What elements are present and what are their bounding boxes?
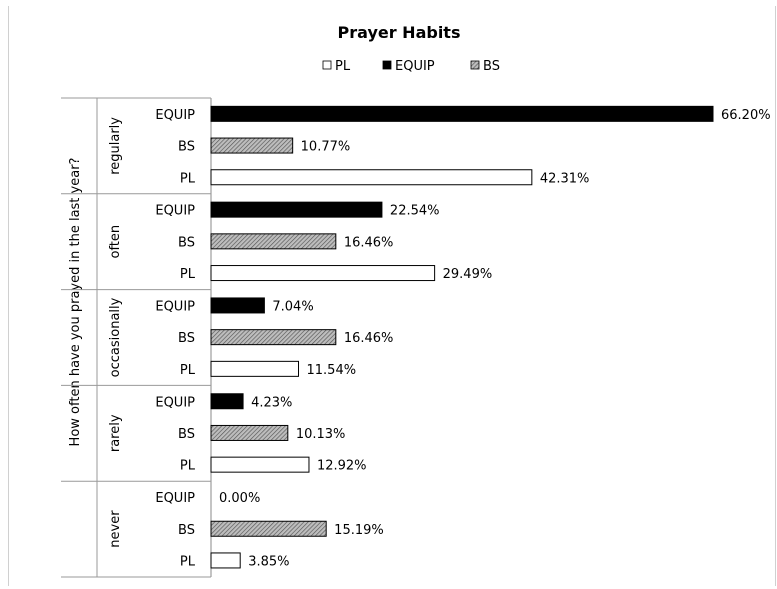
data-label-never-bs: 15.19% — [334, 523, 384, 538]
group-label-occasionally: occasionally — [108, 297, 123, 377]
data-label-occasionally-bs: 16.46% — [344, 331, 394, 346]
legend-label-bs: BS — [483, 59, 500, 74]
data-label-rarely-pl: 12.92% — [317, 459, 367, 474]
data-label-never-equip: 0.00% — [219, 491, 260, 506]
data-label-never-pl: 3.85% — [248, 554, 289, 569]
row-label-pl: PL — [180, 267, 196, 282]
data-label-regularly-bs: 10.77% — [301, 140, 351, 155]
bar-often-bs — [210, 233, 337, 250]
bar-rarely-bs — [210, 424, 289, 441]
row-label-bs: BS — [178, 140, 195, 155]
row-label-pl: PL — [180, 459, 196, 474]
chart-frame: Prayer Habits PL EQUIP BS How often have y… — [8, 6, 776, 586]
row-label-equip: EQUIP — [155, 395, 195, 410]
row-label-bs: BS — [178, 523, 195, 538]
legend-swatch-bs — [470, 60, 480, 70]
bar-regularly-equip — [210, 105, 714, 122]
data-label-rarely-bs: 10.13% — [296, 427, 346, 442]
group-label-rarely: rarely — [108, 414, 123, 452]
plot-area: regularly EQUIP 66.20% BS 10.77% PL 42.31% ofte… — [61, 97, 771, 578]
bar-occasionally-pl — [210, 360, 300, 377]
bar-often-pl — [210, 265, 436, 282]
group-label-often: often — [108, 225, 123, 259]
bar-rarely-equip — [210, 393, 244, 410]
row-label-equip: EQUIP — [155, 299, 195, 314]
bar-occasionally-bs — [210, 329, 337, 346]
y-axis-title: How often have you prayed in the last ye… — [68, 158, 83, 447]
row-label-equip: EQUIP — [155, 204, 195, 219]
data-label-occasionally-equip: 7.04% — [272, 299, 313, 314]
chart-title: Prayer Habits — [338, 23, 461, 42]
legend-label-pl: PL — [335, 59, 351, 74]
data-label-regularly-pl: 42.31% — [540, 171, 590, 186]
data-label-rarely-equip: 4.23% — [251, 395, 292, 410]
row-label-bs: BS — [178, 427, 195, 442]
bar-occasionally-equip — [210, 297, 265, 314]
bar-never-bs — [210, 520, 327, 537]
legend-swatch-equip — [382, 60, 392, 70]
bar-regularly-bs — [210, 137, 294, 154]
row-label-equip: EQUIP — [155, 491, 195, 506]
group-label-never: never — [108, 510, 123, 548]
group-label-regularly: regularly — [108, 117, 123, 175]
data-label-often-pl: 29.49% — [443, 267, 493, 282]
legend: PL EQUIP BS — [322, 59, 500, 74]
row-label-bs: BS — [178, 235, 195, 250]
row-label-pl: PL — [180, 171, 196, 186]
bar-regularly-pl — [210, 169, 533, 186]
data-label-often-bs: 16.46% — [344, 235, 394, 250]
data-label-occasionally-pl: 11.54% — [307, 363, 357, 378]
row-label-pl: PL — [180, 363, 196, 378]
row-label-pl: PL — [180, 554, 196, 569]
prayer-habits-chart: Prayer Habits PL EQUIP BS How often have y… — [61, 23, 771, 578]
bar-rarely-pl — [210, 456, 310, 473]
data-label-often-equip: 22.54% — [390, 204, 440, 219]
row-label-bs: BS — [178, 331, 195, 346]
row-label-equip: EQUIP — [155, 108, 195, 123]
legend-swatch-pl — [322, 60, 332, 70]
bar-often-equip — [210, 201, 383, 218]
legend-label-equip: EQUIP — [395, 59, 435, 74]
bar-never-pl — [210, 552, 241, 569]
data-label-regularly-equip: 66.20% — [721, 108, 771, 123]
